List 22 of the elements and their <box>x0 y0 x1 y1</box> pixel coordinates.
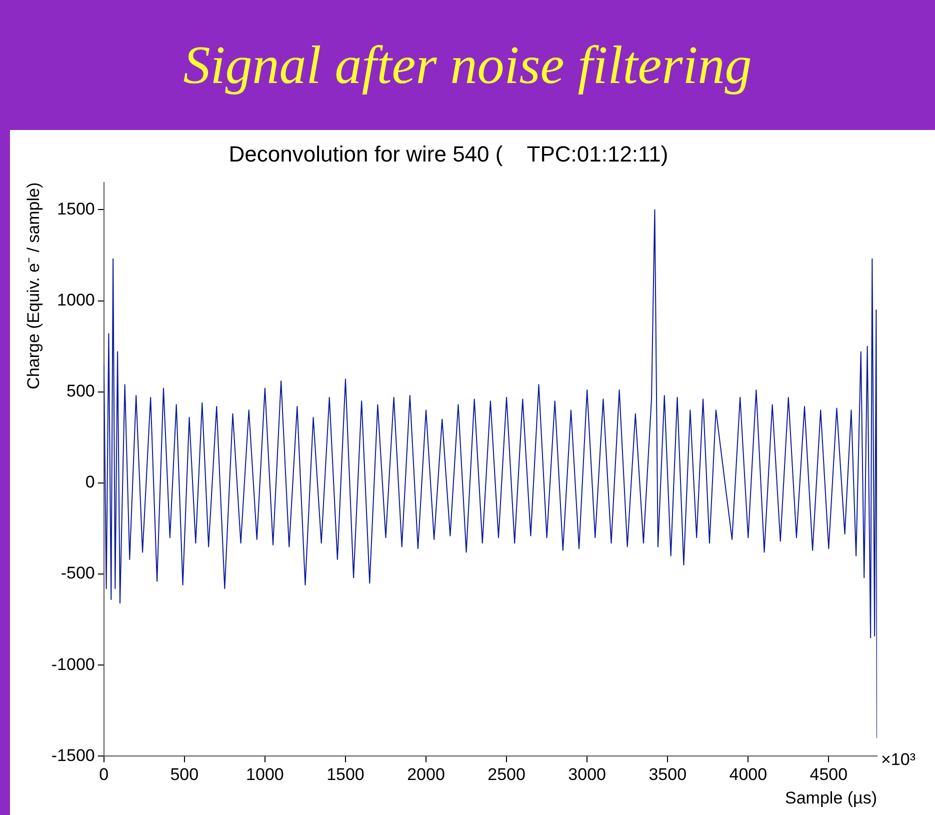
y-tick-label: -1500 <box>51 746 95 765</box>
y-tick-label: 500 <box>66 382 95 401</box>
y-tick-label: 0 <box>85 472 95 492</box>
x-tick-label: 4500 <box>810 765 848 784</box>
x-tick-label: 3500 <box>648 765 687 784</box>
y-axis-title: Charge (Equiv. e⁻ / sample) <box>24 182 43 390</box>
y-tick-label: 1000 <box>57 290 95 310</box>
x-tick-label: 1500 <box>326 765 364 784</box>
x-tick-label: 500 <box>170 765 199 784</box>
x-tick-label: 2500 <box>488 765 526 784</box>
x-tick-label: 1000 <box>246 765 284 784</box>
y-tick-label: -1000 <box>51 654 95 674</box>
chart-title: Signal after noise filtering <box>182 34 753 97</box>
text: ×10³ <box>881 750 916 769</box>
x-tick-label: 2000 <box>407 765 445 784</box>
y-tick-label: -500 <box>60 564 95 583</box>
x-tick-label: 4000 <box>729 765 768 784</box>
y-tick-label: 1500 <box>57 199 95 218</box>
x-axis-title: Sample (µs) <box>785 788 877 808</box>
chart-subtitle: Deconvolution for wire 540 ( TPC:01:12:11) <box>228 141 668 166</box>
x-tick-label: 3000 <box>568 765 606 784</box>
x-tick-label: 0 <box>99 765 109 784</box>
